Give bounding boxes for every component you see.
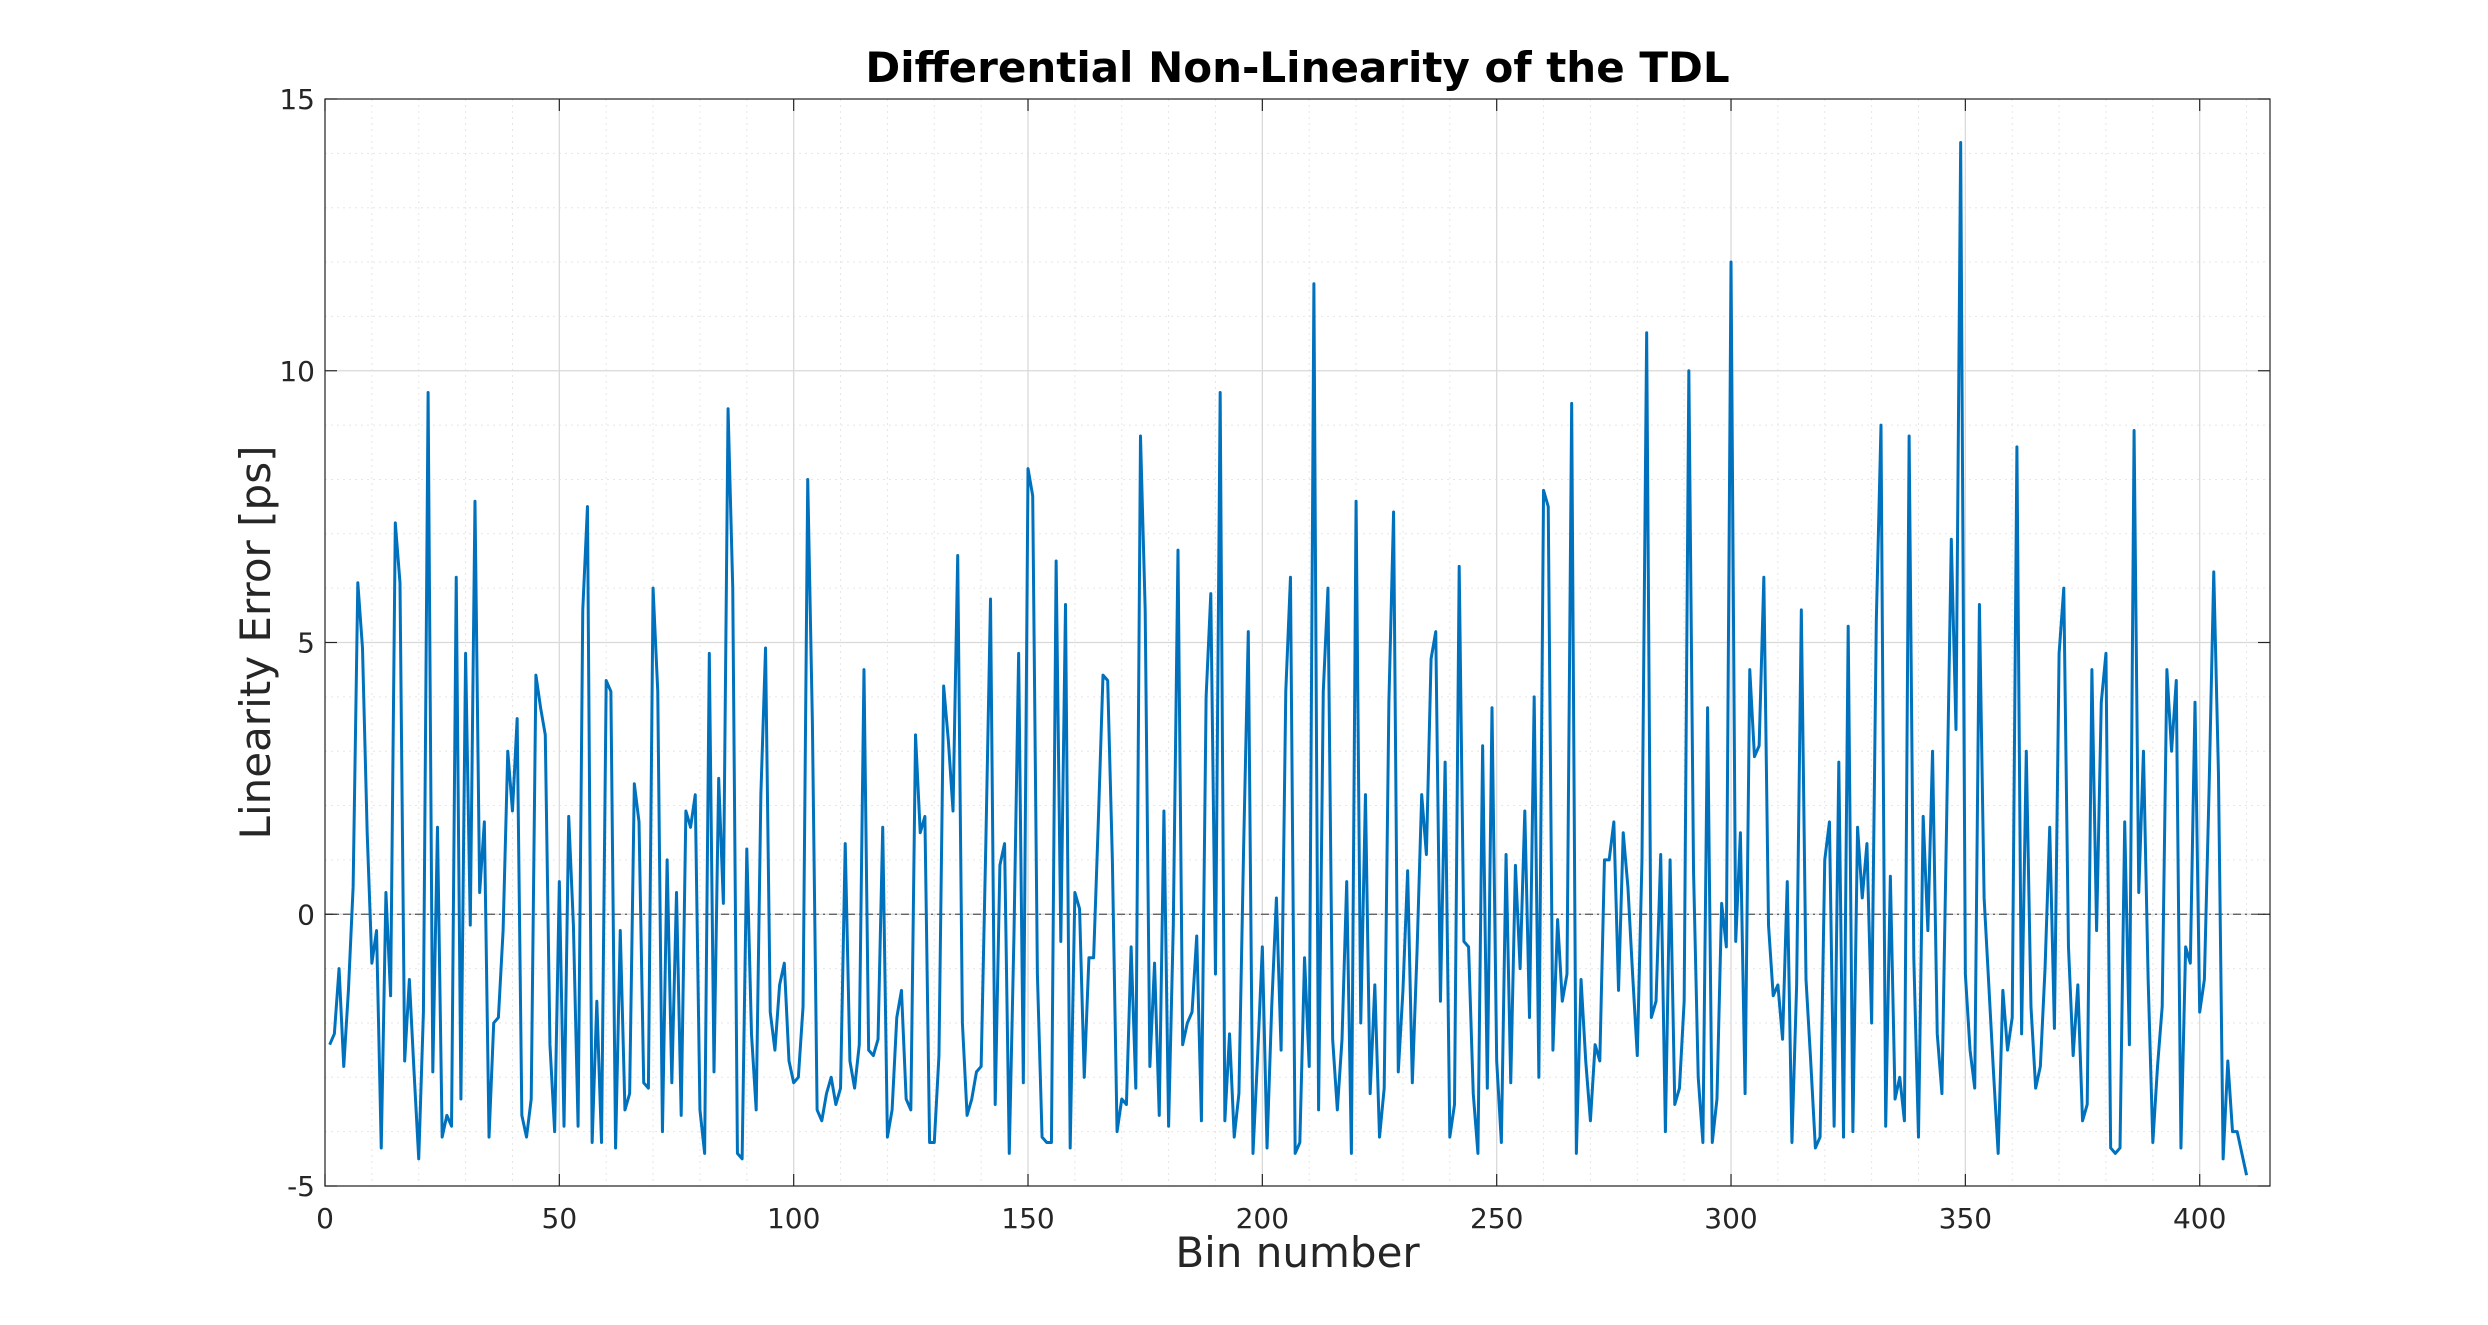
tick-marks [324,98,2270,1187]
y-tick-label: 0 [297,898,315,931]
y-tick-label: 5 [297,627,315,660]
x-tick-label: 400 [2173,1202,2226,1235]
y-tick-labels: -5 0 5 10 15 [279,83,315,1203]
x-tick-label: 250 [1470,1202,1523,1235]
x-tick-label: 0 [316,1202,334,1235]
y-axis-label: Linearity Error [ps] [231,446,280,840]
y-tick-label: -5 [287,1170,315,1203]
y-tick-label: 15 [279,83,315,116]
y-tick-label: 10 [279,355,315,388]
x-axis-label: Bin number [1175,1228,1420,1277]
x-tick-label: 300 [1704,1202,1757,1235]
x-tick-label: 50 [542,1202,578,1235]
x-tick-label: 200 [1236,1202,1289,1235]
x-tick-label: 100 [767,1202,820,1235]
x-tick-label: 150 [1001,1202,1054,1235]
chart-title: Differential Non-Linearity of the TDL [865,43,1729,92]
series-line-1 [328,140,2249,1176]
series-layer [328,140,2249,1176]
x-tick-label: 350 [1939,1202,1992,1235]
x-tick-labels: 0 50 100 150 200 250 300 350 400 [316,1202,2226,1235]
